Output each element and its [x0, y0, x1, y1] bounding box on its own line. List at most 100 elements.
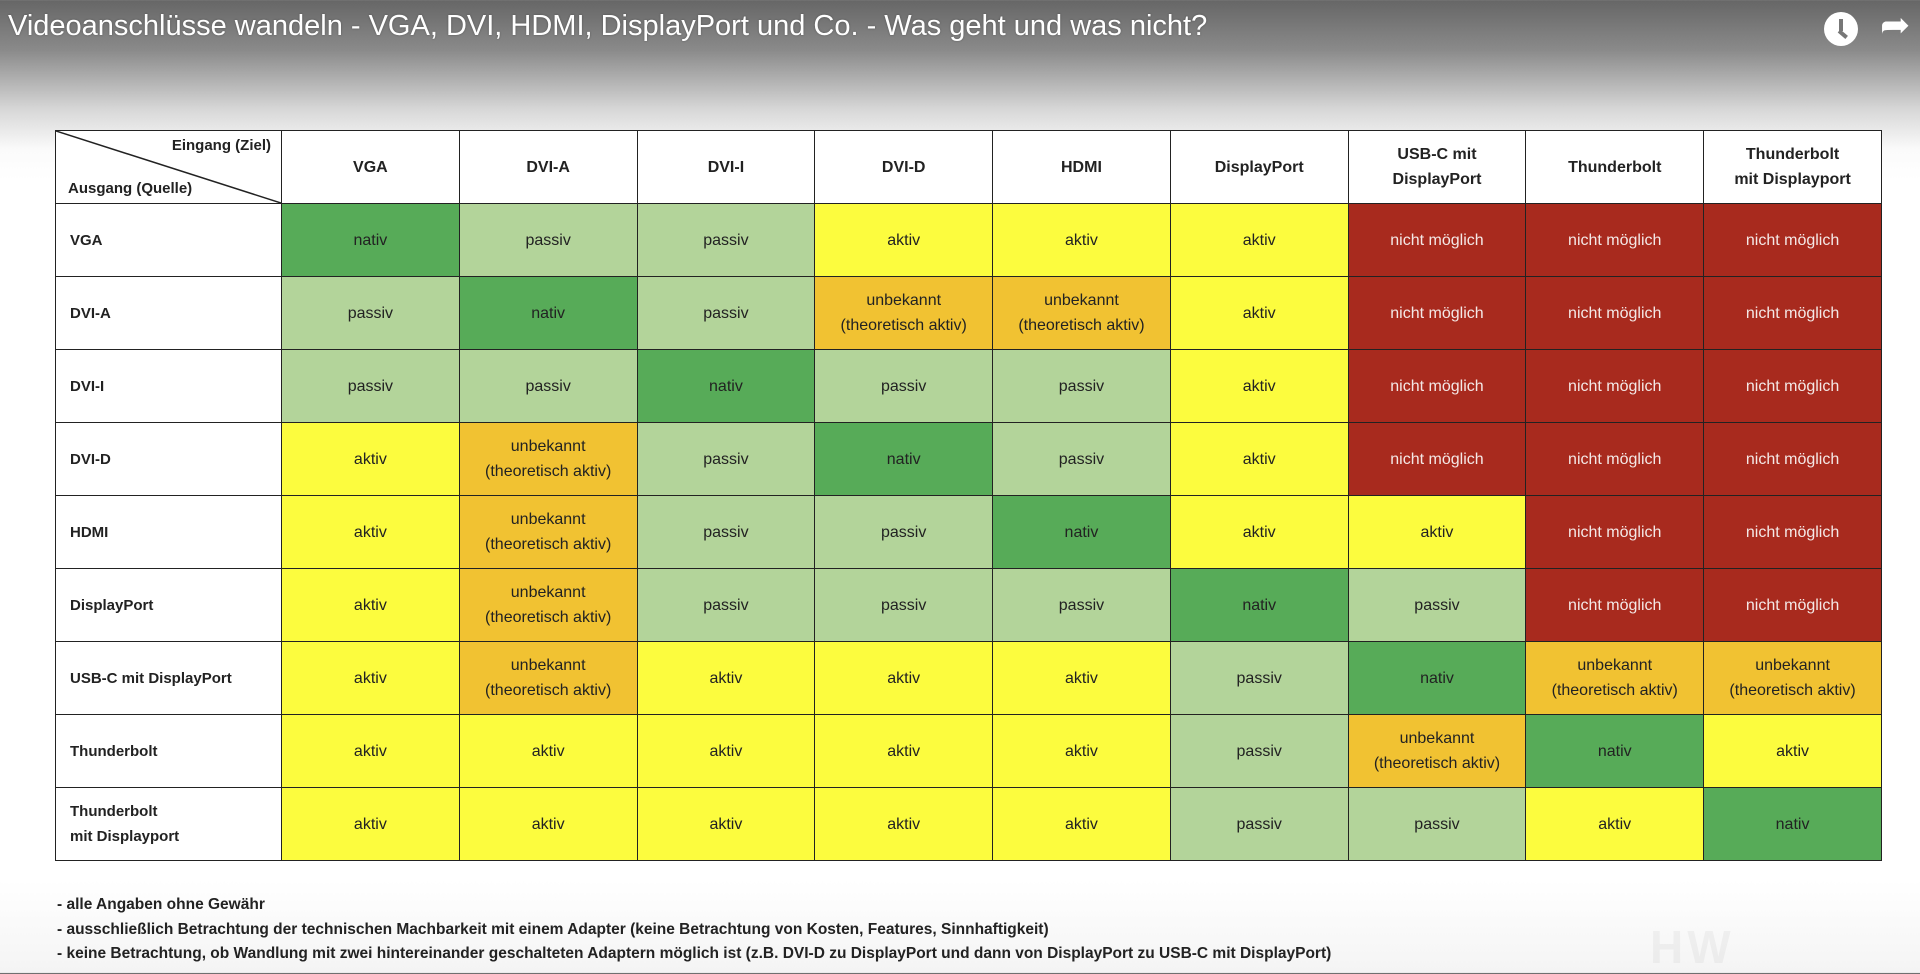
compat-cell: nicht möglich	[1347, 422, 1527, 496]
compat-cell: aktiv	[281, 422, 460, 496]
compat-cell: nicht möglich	[1703, 568, 1882, 642]
column-header: HDMI	[992, 130, 1171, 204]
share-arrow-icon[interactable]: ➦	[1880, 4, 1911, 45]
footnote: - ausschließlich Betrachtung der technis…	[57, 920, 1049, 938]
compat-cell: passiv	[636, 495, 816, 569]
compat-cell: nativ	[1347, 641, 1527, 715]
compat-cell: aktiv	[1169, 422, 1349, 496]
compat-cell: aktiv	[636, 714, 816, 788]
compat-cell: nativ	[281, 203, 460, 277]
row-header: Thunderbolt	[55, 714, 282, 788]
compat-cell: unbekannt (theoretisch aktiv)	[1703, 641, 1882, 715]
compat-cell: unbekannt (theoretisch aktiv)	[458, 495, 638, 569]
corner-header: Eingang (Ziel) Ausgang (Quelle)	[55, 130, 282, 204]
row-header: Thunderbolt mit Displayport	[55, 787, 282, 861]
column-header: VGA	[281, 130, 460, 204]
compat-cell: aktiv	[458, 787, 638, 861]
compat-cell: unbekannt (theoretisch aktiv)	[458, 641, 638, 715]
compat-cell: nicht möglich	[1703, 422, 1882, 496]
header-row: Eingang (Ziel) Ausgang (Quelle) VGA DVI-A…	[55, 130, 1882, 204]
row-header: USB-C mit DisplayPort	[55, 641, 282, 715]
table-row: Thunderbolt aktiv aktiv aktiv aktiv aktiv pass…	[55, 714, 1882, 788]
row-header: HDMI	[55, 495, 282, 569]
table-row: DVI-D aktiv unbekannt (theoretisch aktiv) pa…	[55, 422, 1882, 496]
row-header: DVI-A	[55, 276, 282, 350]
row-header: DisplayPort	[55, 568, 282, 642]
compat-cell: aktiv	[1169, 203, 1349, 277]
compat-cell: nativ	[814, 422, 994, 496]
compat-cell: aktiv	[281, 714, 460, 788]
compat-cell: passiv	[1169, 787, 1349, 861]
footnote: - keine Betrachtung, ob Wandlung mit zwe…	[57, 945, 1332, 962]
compat-cell: nativ	[992, 495, 1171, 569]
compat-cell: unbekannt (theoretisch aktiv)	[1347, 714, 1527, 788]
compat-cell: aktiv	[1525, 787, 1705, 861]
compat-cell: aktiv	[281, 641, 460, 715]
table-row: DVI-I passiv passiv nativ passiv passiv aktiv n…	[55, 349, 1882, 423]
compat-cell: nicht möglich	[1525, 203, 1705, 277]
compat-cell: passiv	[1347, 568, 1527, 642]
compat-cell: nicht möglich	[1703, 203, 1882, 277]
adapter-compatibility-table: Eingang (Ziel) Ausgang (Quelle) VGA DVI-A…	[55, 130, 1882, 861]
compat-cell: passiv	[814, 495, 994, 569]
compat-cell: passiv	[636, 568, 816, 642]
compat-cell: passiv	[1169, 714, 1349, 788]
column-header: DisplayPort	[1169, 130, 1349, 204]
row-header: DVI-D	[55, 422, 282, 496]
compat-cell: unbekannt (theoretisch aktiv)	[814, 276, 994, 350]
compat-cell: passiv	[814, 568, 994, 642]
compat-cell: passiv	[636, 203, 816, 277]
compat-cell: passiv	[1169, 641, 1349, 715]
compat-cell: aktiv	[814, 203, 994, 277]
compat-cell: nicht möglich	[1525, 422, 1705, 496]
channel-watermark: HW	[1650, 920, 1735, 974]
footnotes: - alle Angaben ohne Gewähr - ausschließl…	[57, 893, 1331, 967]
watch-later-clock-icon[interactable]	[1824, 12, 1858, 46]
compat-cell: nicht möglich	[1525, 495, 1705, 569]
row-header: DVI-I	[55, 349, 282, 423]
video-title[interactable]: Videoanschlüsse wandeln - VGA, DVI, HDMI…	[8, 10, 1208, 42]
table-row: DisplayPort aktiv unbekannt (theoretisch ak…	[55, 568, 1882, 642]
table-row: DVI-A passiv nativ passiv unbekannt (theoreti…	[55, 276, 1882, 350]
compat-cell: aktiv	[992, 787, 1171, 861]
compat-cell: passiv	[281, 349, 460, 423]
column-header: Thunderbolt mit Displayport	[1703, 130, 1882, 204]
compat-cell: nicht möglich	[1703, 276, 1882, 350]
compat-cell: unbekannt (theoretisch aktiv)	[1525, 641, 1705, 715]
table-row: Thunderbolt mit Displayport aktiv aktiv akti…	[55, 787, 1882, 861]
table-row: HDMI aktiv unbekannt (theoretisch aktiv) pas…	[55, 495, 1882, 569]
compat-cell: nicht möglich	[1525, 276, 1705, 350]
corner-output-label: Ausgang (Quelle)	[68, 180, 193, 197]
compat-cell: nativ	[636, 349, 816, 423]
compat-cell: nativ	[1169, 568, 1349, 642]
column-header: DVI-D	[814, 130, 994, 204]
compat-cell: aktiv	[281, 495, 460, 569]
compat-cell: aktiv	[992, 641, 1171, 715]
column-header: Thunderbolt	[1525, 130, 1705, 204]
compat-cell: aktiv	[1169, 495, 1349, 569]
compat-cell: nicht möglich	[1347, 276, 1527, 350]
compat-cell: nicht möglich	[1347, 203, 1527, 277]
compat-cell: nicht möglich	[1525, 568, 1705, 642]
compat-cell: aktiv	[992, 714, 1171, 788]
table-row: VGA nativ passiv passiv aktiv aktiv aktiv nicht…	[55, 203, 1882, 277]
compat-cell: unbekannt (theoretisch aktiv)	[458, 422, 638, 496]
compat-cell: nativ	[1525, 714, 1705, 788]
compat-cell: aktiv	[281, 568, 460, 642]
compat-cell: aktiv	[992, 203, 1171, 277]
compat-cell: passiv	[992, 422, 1171, 496]
compat-cell: passiv	[992, 568, 1171, 642]
column-header: USB-C mit DisplayPort	[1347, 130, 1527, 204]
compat-cell: passiv	[636, 276, 816, 350]
compat-cell: passiv	[1347, 787, 1527, 861]
video-title-bar: Videoanschlüsse wandeln - VGA, DVI, HDMI…	[0, 0, 1920, 60]
compat-cell: nativ	[458, 276, 638, 350]
compat-cell: passiv	[281, 276, 460, 350]
compat-cell: passiv	[458, 203, 638, 277]
compat-cell: passiv	[636, 422, 816, 496]
compat-cell: aktiv	[636, 787, 816, 861]
diagonal-divider	[56, 131, 281, 203]
compat-cell: nicht möglich	[1347, 349, 1527, 423]
compat-cell: aktiv	[1703, 714, 1882, 788]
compat-cell: unbekannt (theoretisch aktiv)	[458, 568, 638, 642]
